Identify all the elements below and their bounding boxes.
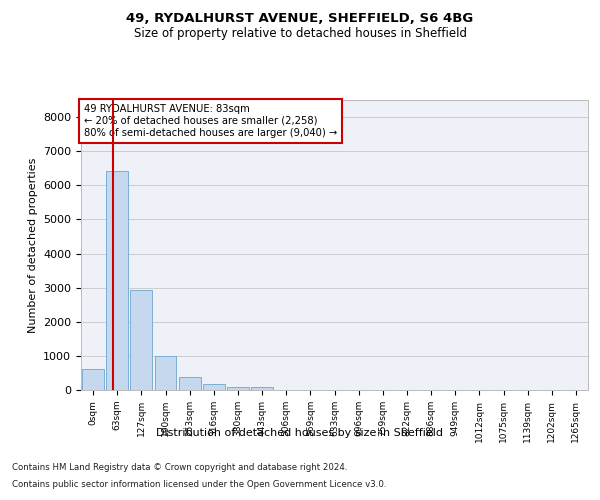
Text: 49 RYDALHURST AVENUE: 83sqm
← 20% of detached houses are smaller (2,258)
80% of : 49 RYDALHURST AVENUE: 83sqm ← 20% of det… xyxy=(83,104,337,138)
Text: 49, RYDALHURST AVENUE, SHEFFIELD, S6 4BG: 49, RYDALHURST AVENUE, SHEFFIELD, S6 4BG xyxy=(127,12,473,26)
Bar xyxy=(82,369,104,390)
Bar xyxy=(106,171,128,390)
Text: Contains HM Land Registry data © Crown copyright and database right 2024.: Contains HM Land Registry data © Crown c… xyxy=(12,464,347,472)
Y-axis label: Number of detached properties: Number of detached properties xyxy=(28,158,38,332)
Bar xyxy=(203,384,224,390)
Bar xyxy=(179,378,200,390)
Bar xyxy=(251,388,273,390)
Bar xyxy=(155,356,176,390)
Text: Contains public sector information licensed under the Open Government Licence v3: Contains public sector information licen… xyxy=(12,480,386,489)
Text: Size of property relative to detached houses in Sheffield: Size of property relative to detached ho… xyxy=(133,28,467,40)
Bar xyxy=(227,387,249,390)
Bar xyxy=(130,290,152,390)
Text: Distribution of detached houses by size in Sheffield: Distribution of detached houses by size … xyxy=(157,428,443,438)
